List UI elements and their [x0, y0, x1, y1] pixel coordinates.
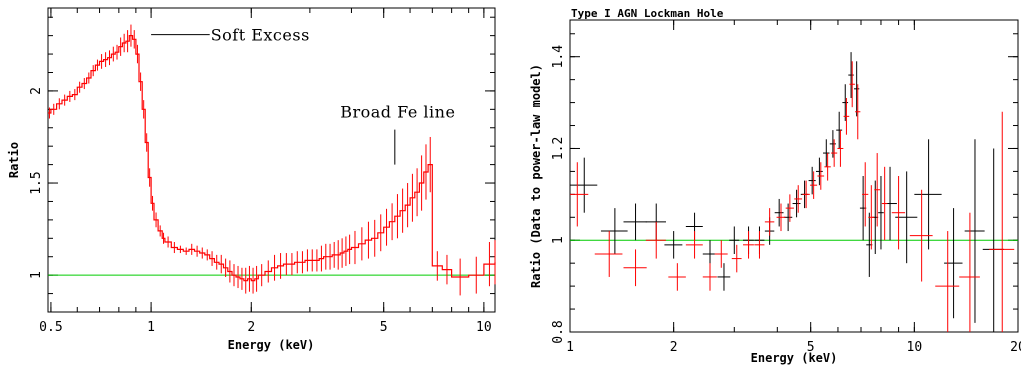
- right-y-axis-label: Ratio (Data to power-law model): [529, 64, 543, 288]
- right-data-series: [570, 52, 1015, 332]
- p2-y-tick-label: 0.8: [551, 320, 566, 343]
- p1-y-tick-label: 1: [29, 271, 44, 279]
- p1-y-tick-label: 1.5: [29, 171, 44, 194]
- p2-y-tick-label: 1: [551, 236, 566, 244]
- right-chart-title: Type I AGN Lockman Hole: [571, 7, 724, 20]
- left-ratio-step-line: [48, 35, 496, 282]
- p2-x-tick-label: 2: [670, 340, 678, 355]
- left-y-ticks: 11.52: [29, 16, 495, 313]
- p2-y-tick-label: 1.2: [551, 137, 566, 160]
- left-x-axis-label: Energy (keV): [228, 338, 315, 352]
- right-plot-frame: [569, 19, 1019, 333]
- left-data-series: [48, 24, 496, 296]
- left-plot-frame: [47, 7, 496, 313]
- p2-x-tick-label: 20: [1010, 340, 1021, 355]
- right-x-ticks: 1 2 5 10 20: [566, 20, 1021, 355]
- soft-excess-annotation: Soft Excess: [211, 26, 310, 45]
- p1-x-tick-label: 0.5: [39, 320, 62, 335]
- p1-x-tick-label: 10: [476, 320, 492, 335]
- p1-x-tick-label: 2: [247, 320, 255, 335]
- p1-y-tick-label: 2: [29, 87, 44, 95]
- left-annotations: Soft Excess Broad Fe line: [151, 26, 455, 165]
- p2-x-tick-label: 10: [907, 340, 923, 355]
- left-chart-panel: 0.5 1 2 5 10 11.52 Energy (keV) Ratio Soft E…: [7, 7, 496, 352]
- left-x-ticks: 0.5 1 2 5 10: [39, 8, 492, 335]
- broad-fe-annotation: Broad Fe line: [340, 103, 455, 122]
- p1-x-tick-label: 1: [147, 320, 155, 335]
- p2-y-tick-label: 1.4: [551, 45, 566, 69]
- p1-x-tick-label: 5: [380, 320, 388, 335]
- right-x-axis-label: Energy (keV): [751, 351, 838, 365]
- left-y-axis-label: Ratio: [7, 142, 21, 178]
- p2-x-tick-label: 5: [807, 340, 815, 355]
- p2-x-tick-label: 1: [566, 340, 574, 355]
